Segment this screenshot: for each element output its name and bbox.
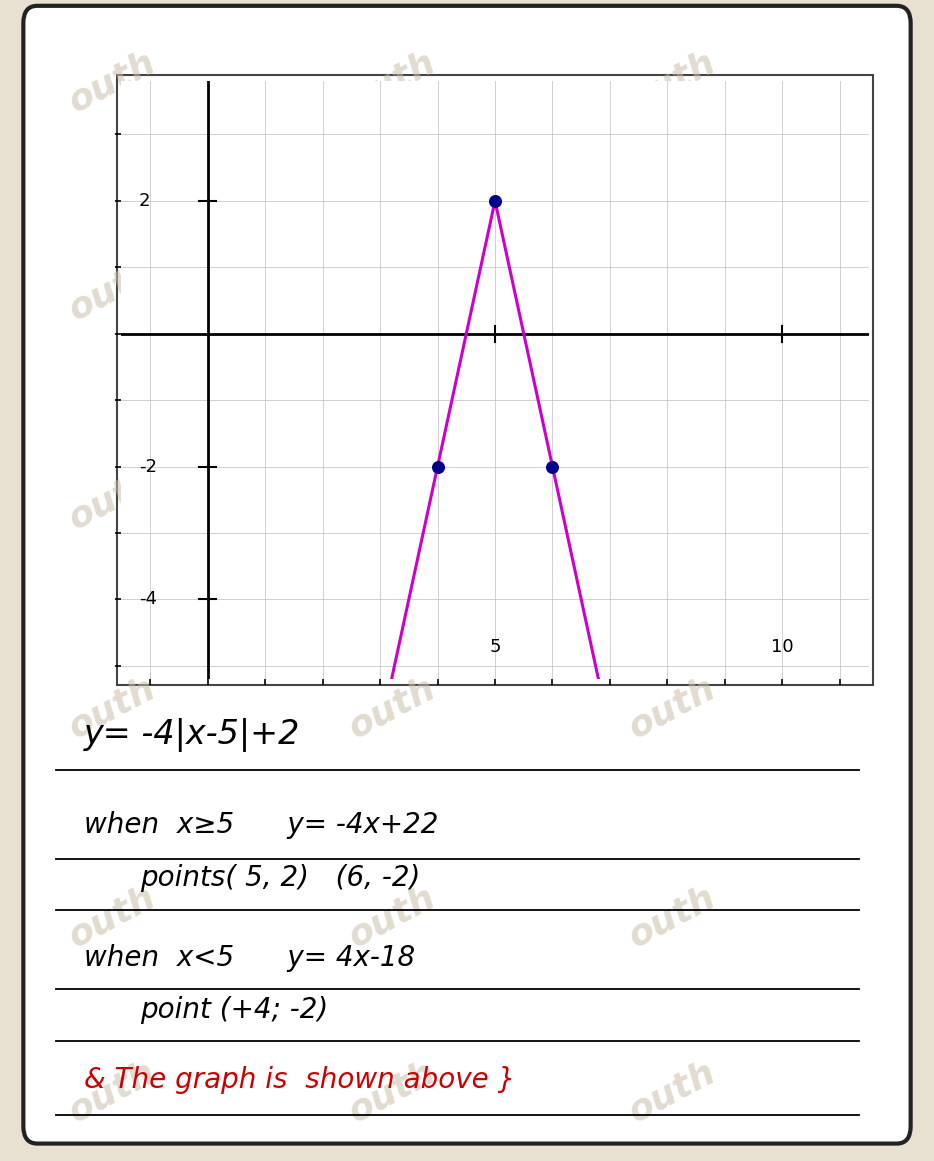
Text: & The graph is  shown above }: & The graph is shown above } bbox=[84, 1066, 516, 1094]
Text: outh: outh bbox=[623, 1054, 722, 1128]
Text: outh: outh bbox=[343, 880, 442, 954]
Text: outh: outh bbox=[343, 44, 442, 118]
Text: outh: outh bbox=[623, 44, 722, 118]
Text: when  x<5      y= 4x-18: when x<5 y= 4x-18 bbox=[84, 944, 416, 972]
Text: point (+4; -2): point (+4; -2) bbox=[140, 996, 329, 1024]
Text: 10: 10 bbox=[771, 637, 794, 656]
Text: 2: 2 bbox=[138, 192, 150, 210]
Text: outh: outh bbox=[63, 253, 162, 327]
Text: -4: -4 bbox=[138, 591, 157, 608]
Text: -2: -2 bbox=[138, 457, 157, 476]
Text: outh: outh bbox=[63, 880, 162, 954]
Point bbox=[430, 457, 445, 476]
Point bbox=[488, 192, 502, 210]
Point bbox=[545, 457, 560, 476]
Text: outh: outh bbox=[623, 462, 722, 536]
Text: when  x≥5      y= -4x+22: when x≥5 y= -4x+22 bbox=[84, 812, 438, 839]
Text: y= -4|x-5|+2: y= -4|x-5|+2 bbox=[84, 719, 301, 752]
Text: 5: 5 bbox=[489, 637, 501, 656]
Text: outh: outh bbox=[343, 671, 442, 745]
Text: outh: outh bbox=[63, 671, 162, 745]
FancyBboxPatch shape bbox=[117, 75, 873, 685]
Text: points( 5, 2)   (6, -2): points( 5, 2) (6, -2) bbox=[140, 864, 420, 892]
Text: outh: outh bbox=[343, 462, 442, 536]
Text: outh: outh bbox=[623, 671, 722, 745]
Text: outh: outh bbox=[623, 880, 722, 954]
Text: outh: outh bbox=[623, 253, 722, 327]
Text: outh: outh bbox=[63, 44, 162, 118]
Text: outh: outh bbox=[343, 1054, 442, 1128]
Text: outh: outh bbox=[63, 462, 162, 536]
FancyBboxPatch shape bbox=[23, 6, 911, 1144]
Text: outh: outh bbox=[343, 253, 442, 327]
Text: outh: outh bbox=[63, 1054, 162, 1128]
